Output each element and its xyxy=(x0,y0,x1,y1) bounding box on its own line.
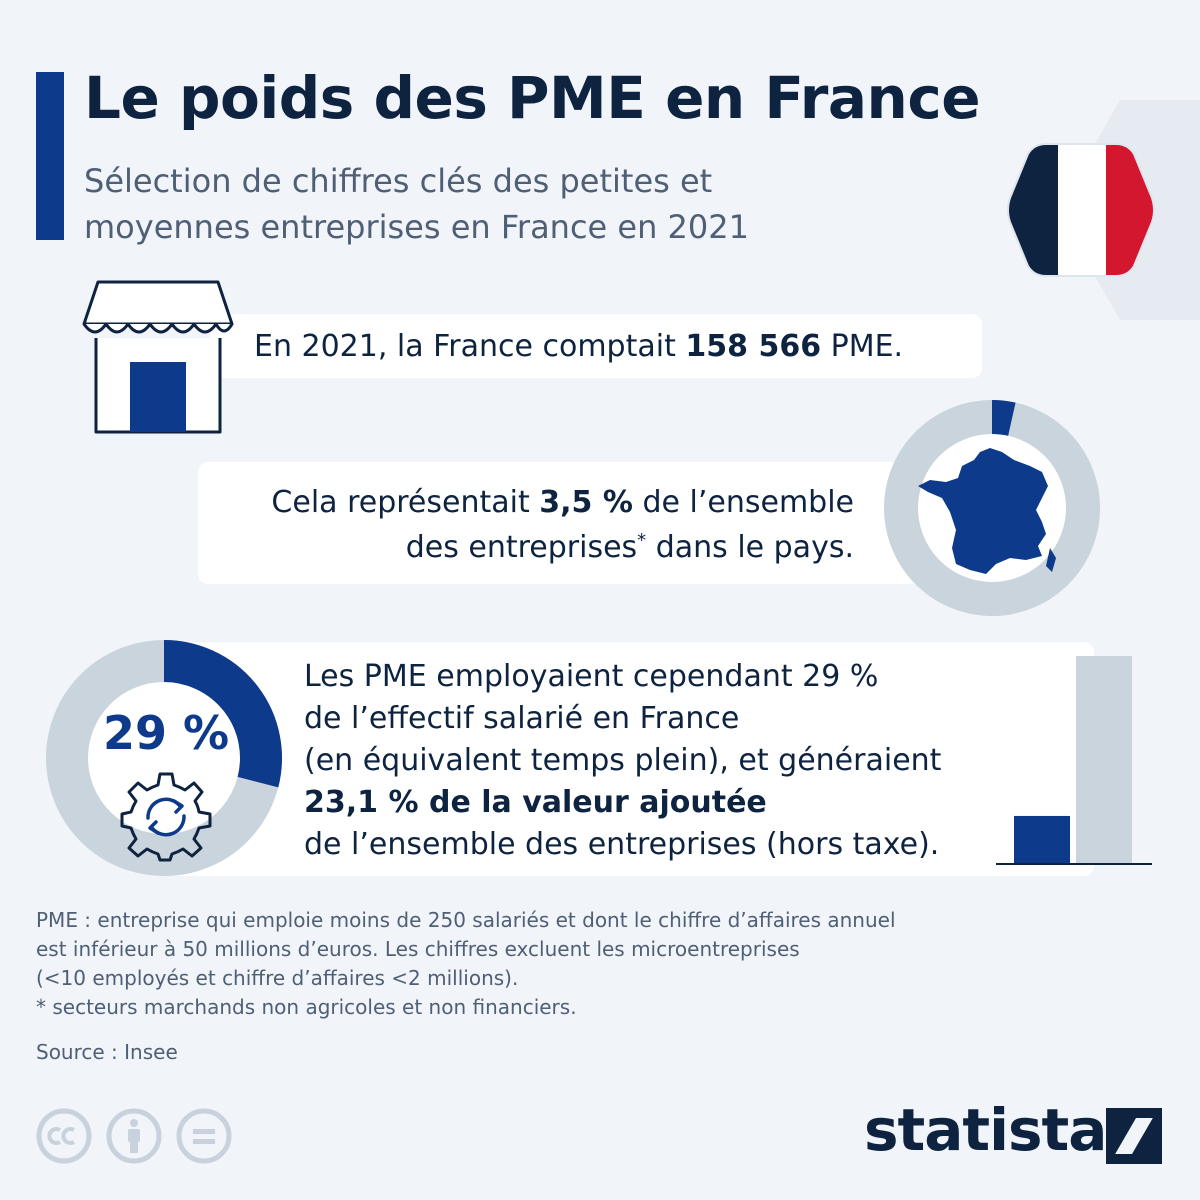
employment-ring-label: 29 % xyxy=(102,706,230,760)
subtitle-line: moyennes entreprises en France en 2021 xyxy=(84,208,749,246)
statista-wordmark: statista xyxy=(864,1096,1107,1164)
share-arc xyxy=(991,400,1016,436)
statista-logo-icon xyxy=(1106,1108,1162,1164)
pme-count-card xyxy=(210,314,982,378)
footnote: PME : entreprise qui emploie moins de 25… xyxy=(36,906,896,1022)
license-icons xyxy=(36,1108,232,1164)
employment-arc xyxy=(163,640,282,788)
footnote-mark: * xyxy=(637,530,647,551)
total-bar xyxy=(1076,656,1132,864)
employment-text: Les PME employaient cependant 29 % de l’… xyxy=(304,656,941,866)
employment-donut xyxy=(46,640,282,876)
footnote-line: est inférieur à 50 millions d’euros. Les… xyxy=(36,937,800,961)
share-donut xyxy=(884,400,1100,616)
pme-share-text: Cela représentait 3,5 % de l’ensemble de… xyxy=(228,484,854,567)
footnote-line: * secteurs marchands non agricoles et no… xyxy=(36,995,577,1019)
pme-share-line2: des entreprises* dans le pays. xyxy=(228,522,854,567)
pme-value-added-bar xyxy=(1014,815,1070,864)
france-flag-icon xyxy=(1007,143,1155,277)
pme-share-card xyxy=(198,462,938,584)
share-suffix: de l’ensemble xyxy=(632,485,854,520)
employment-line: de l’ensemble des entreprises (hors taxe… xyxy=(304,827,940,862)
title-accent-bar xyxy=(36,72,64,240)
value-added-highlight: 23,1 % de la valeur ajoutée xyxy=(304,785,767,820)
share-value: 3,5 % xyxy=(539,485,633,520)
pme-count-value: 158 566 xyxy=(685,329,822,364)
value-added-bars xyxy=(996,656,1152,865)
pme-share-line1: Cela représentait 3,5 % de l’ensemble xyxy=(228,484,854,522)
pme-count-suffix: PME. xyxy=(821,329,904,364)
france-map-icon xyxy=(918,448,1056,574)
footnote-line: PME : entreprise qui emploie moins de 25… xyxy=(36,908,896,932)
no-derivatives-icon[interactable] xyxy=(176,1108,232,1164)
page-subtitle: Sélection de chiffres clés des petites e… xyxy=(84,158,884,250)
page-title: Le poids des PME en France xyxy=(84,64,981,132)
shop-icon xyxy=(82,280,234,434)
pme-count-text: En 2021, la France comptait 158 566 PME. xyxy=(254,328,903,366)
source: Source : Insee xyxy=(36,1040,178,1064)
pme-count-prefix: En 2021, la France comptait xyxy=(254,329,686,364)
subtitle-line: Sélection de chiffres clés des petites e… xyxy=(84,162,713,200)
gear-refresh-icon xyxy=(120,772,212,862)
share-line2-prefix: des entreprises xyxy=(405,530,638,565)
attribution-icon[interactable] xyxy=(106,1108,162,1164)
employment-card xyxy=(160,642,1094,876)
employment-line: (en équivalent temps plein), et généraie… xyxy=(304,743,942,778)
share-line2-suffix: dans le pays. xyxy=(646,530,854,565)
employment-line: Les PME employaient cependant 29 % xyxy=(304,659,879,694)
share-prefix: Cela représentait xyxy=(271,485,540,520)
employment-line: de l’effectif salarié en France xyxy=(304,701,740,736)
footnote-line: (<10 employés et chiffre d’affaires <2 m… xyxy=(36,966,519,990)
cc-icon[interactable] xyxy=(36,1108,92,1164)
